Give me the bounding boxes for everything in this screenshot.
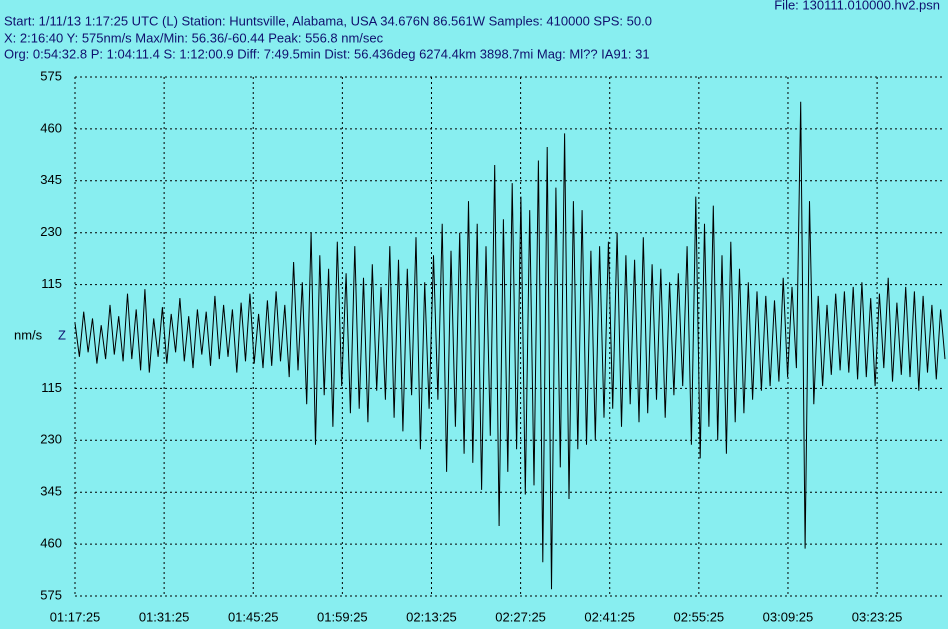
x-tick-label: 02:27:25 (495, 609, 546, 624)
waveform (74, 101, 946, 590)
x-tick-label: 01:59:25 (317, 609, 368, 624)
y-tick-label: 460 (40, 120, 62, 135)
y-tick-label: 230 (40, 432, 62, 447)
x-tick-label: 01:31:25 (139, 609, 190, 624)
y-tick-label: 345 (40, 172, 62, 187)
header-line: Org: 0:54:32.8 P: 1:04:11.4 S: 1:12:00.9… (4, 46, 650, 61)
y-tick-label: 230 (40, 224, 62, 239)
header-line: X: 2:16:40 Y: 575nm/s Max/Min: 56.36/-60… (4, 30, 384, 45)
y-tick-label: 575 (40, 68, 62, 83)
x-tick-label: 02:41:25 (584, 609, 635, 624)
y-tick-label: 345 (40, 484, 62, 499)
y-tick-label: 115 (41, 276, 62, 291)
x-tick-label: 01:17:25 (50, 609, 101, 624)
chart-title: File: 130111.010000.hv2.psn (774, 0, 940, 12)
y-tick-label: 115 (41, 380, 62, 395)
y-tick-label: 575 (40, 587, 62, 602)
x-tick-label: 03:23:25 (852, 609, 903, 624)
y-axis-label: nm/s (14, 327, 43, 342)
header-line: Start: 1/11/13 1:17:25 UTC (L) Station: … (4, 13, 652, 28)
x-tick-label: 03:09:25 (763, 609, 814, 624)
x-tick-label: 01:45:25 (228, 609, 279, 624)
x-tick-label: 02:13:25 (406, 609, 457, 624)
x-tick-label: 02:55:25 (674, 609, 725, 624)
y-tick-label: 460 (40, 536, 62, 551)
channel-label: Z (58, 327, 66, 342)
